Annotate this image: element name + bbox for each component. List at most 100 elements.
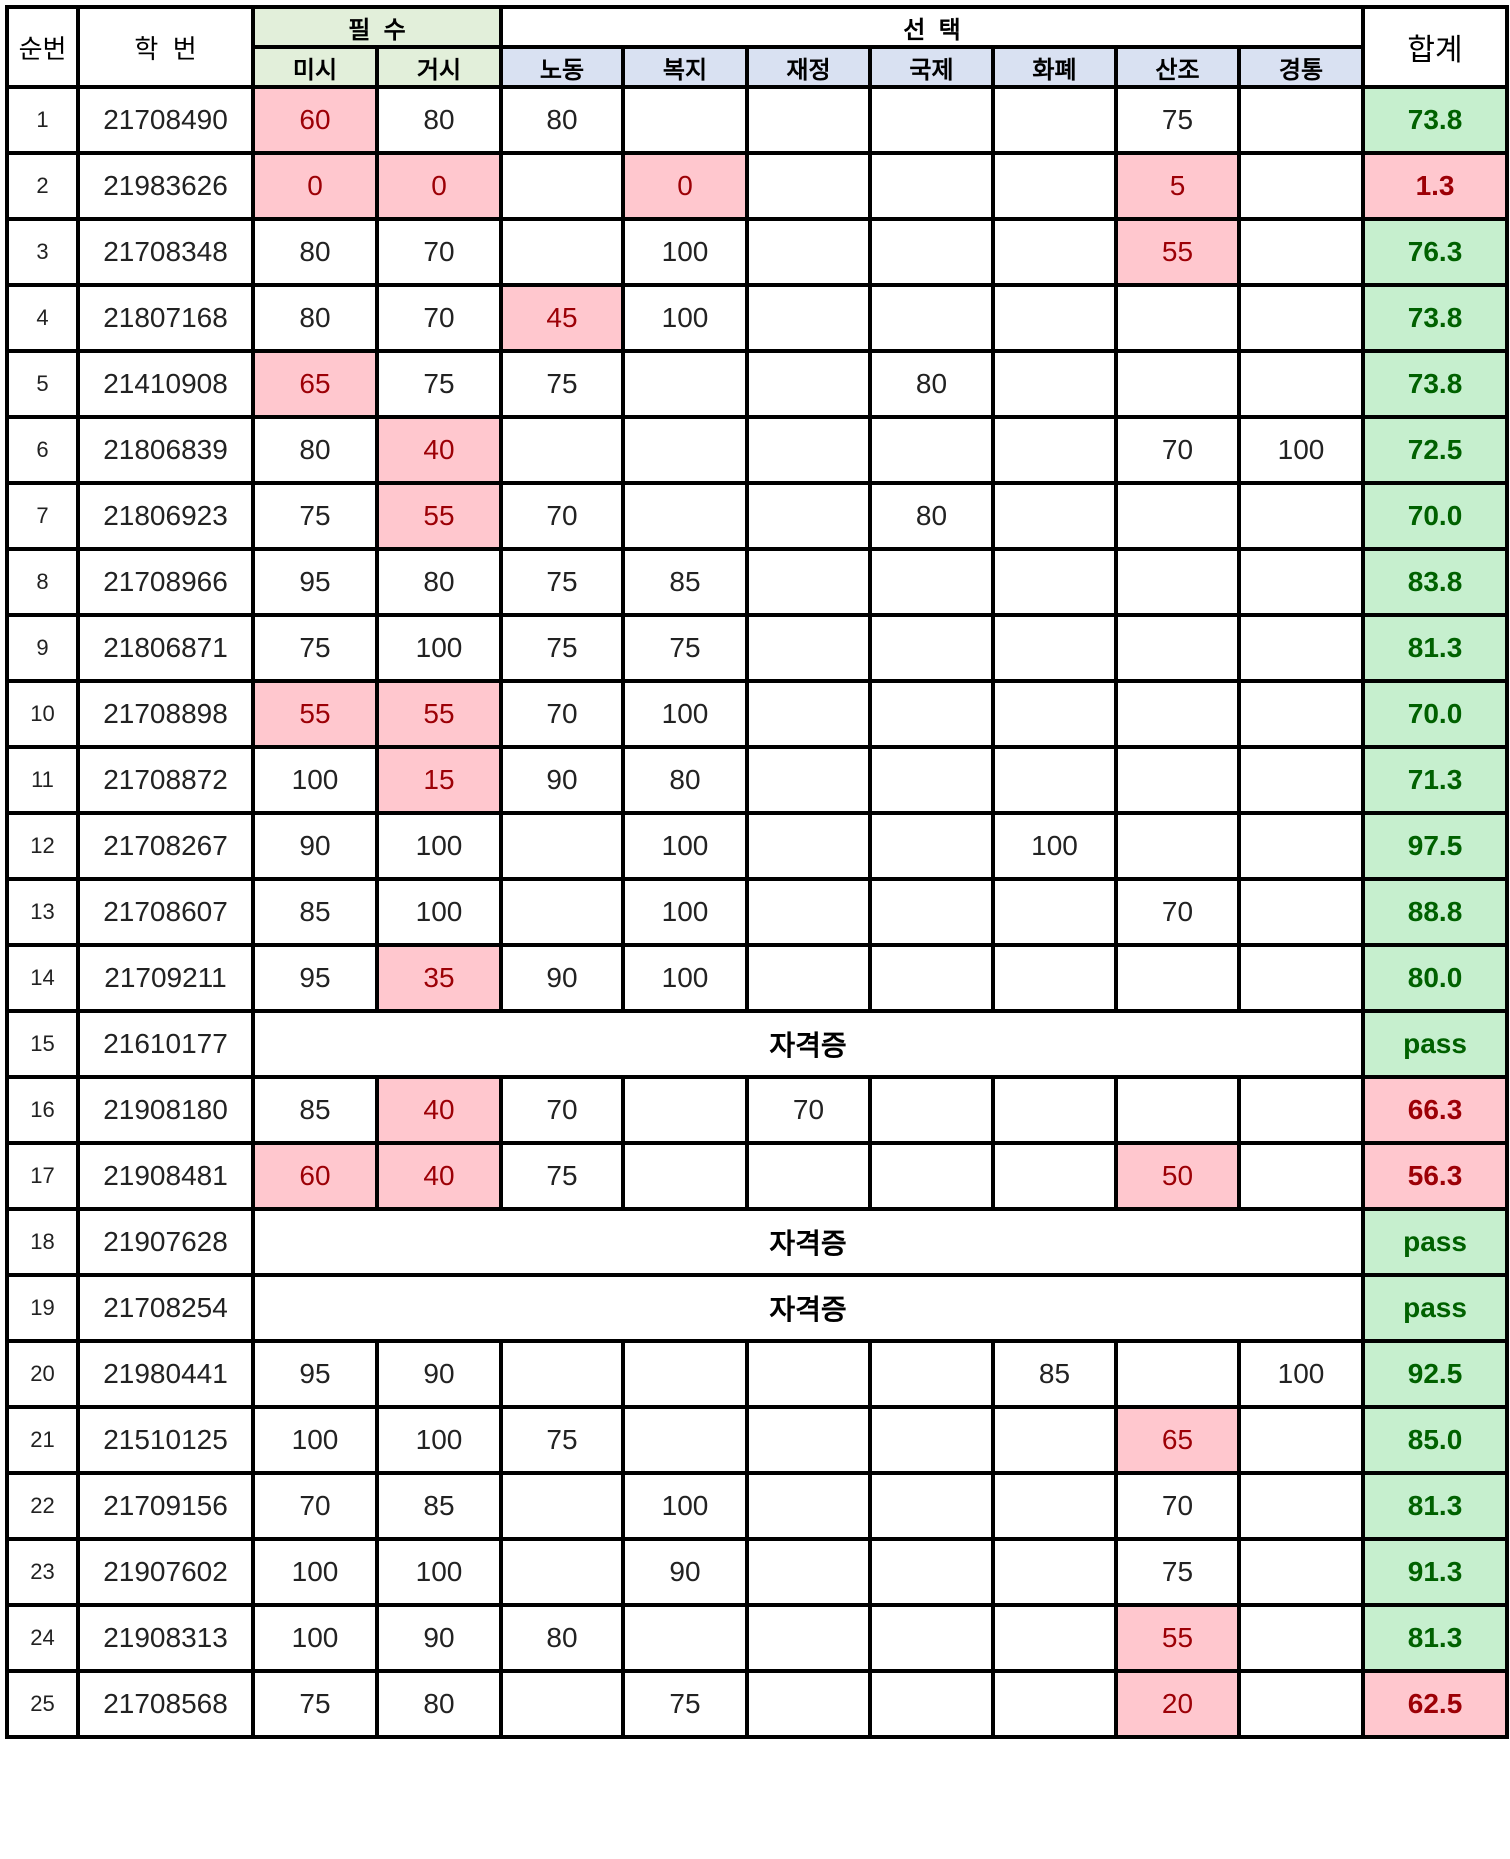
score-cell [1236, 1405, 1366, 1475]
score-cell: 85 [621, 547, 749, 617]
score-cell [868, 877, 995, 947]
score-cell: 100 [375, 877, 503, 947]
table-row: 12 21708267 90 100 100 100 97.5 [5, 811, 1510, 881]
header-elective-subject: 산조 [1114, 45, 1241, 89]
score-cell: 75 [375, 349, 503, 419]
score-cell [745, 1669, 872, 1739]
student-id: 21708490 [76, 85, 255, 155]
score-cell: 75 [499, 613, 625, 683]
score-cell [745, 1339, 872, 1409]
row-number: 22 [5, 1471, 80, 1541]
score-cell [1236, 877, 1366, 947]
score-cell [499, 1537, 625, 1607]
score-cell: 70 [499, 679, 625, 749]
table-row: 14 21709211 95 35 90 100 80.0 [5, 943, 1510, 1013]
table-body: 1 21708490 60 80 80 75 73.8 2 21983626 0 0 0 5 1.3 3 21… [5, 85, 1510, 1739]
score-cell [991, 481, 1118, 551]
score-cell: 20 [1114, 1669, 1241, 1739]
score-cell [868, 1339, 995, 1409]
score-cell: 55 [251, 679, 379, 749]
total-score: 76.3 [1361, 217, 1510, 287]
score-cell: 90 [375, 1339, 503, 1409]
score-cell: 80 [499, 85, 625, 155]
score-cell [1114, 679, 1241, 749]
score-cell: 100 [375, 811, 503, 881]
score-cell [621, 415, 749, 485]
row-number: 13 [5, 877, 80, 947]
total-score: 70.0 [1361, 679, 1510, 749]
score-cell [745, 1471, 872, 1541]
row-number: 16 [5, 1075, 80, 1145]
student-id: 21983626 [76, 151, 255, 221]
score-cell: 100 [1236, 415, 1366, 485]
score-cell: 80 [499, 1603, 625, 1673]
table-row: 10 21708898 55 55 70 100 70.0 [5, 679, 1510, 749]
score-cell [621, 85, 749, 155]
score-cell [868, 613, 995, 683]
table-row: 3 21708348 80 70 100 55 76.3 [5, 217, 1510, 287]
score-cell: 40 [375, 415, 503, 485]
score-cell [621, 1075, 749, 1145]
score-cell [1114, 349, 1241, 419]
score-cell [1114, 1075, 1241, 1145]
score-cell [499, 151, 625, 221]
table-row: 20 21980441 95 90 85 100 92.5 [5, 1339, 1510, 1409]
score-cell [1114, 613, 1241, 683]
score-cell [1236, 613, 1366, 683]
score-cell [1114, 943, 1241, 1013]
score-cell [1114, 547, 1241, 617]
certificate-note: 자격증 [250, 1009, 1366, 1079]
student-id: 21709156 [76, 1471, 255, 1541]
score-cell: 90 [621, 1537, 749, 1607]
total-score: 81.3 [1361, 1603, 1510, 1673]
score-cell [991, 85, 1118, 155]
score-cell [1236, 481, 1366, 551]
header-required-subject: 거시 [375, 45, 503, 89]
score-cell: 100 [251, 1405, 379, 1475]
score-cell: 90 [251, 811, 379, 881]
table-row: 7 21806923 75 55 70 80 70.0 [5, 481, 1510, 551]
header-elective-subject: 화폐 [991, 45, 1118, 89]
total-score: 73.8 [1361, 85, 1510, 155]
row-number: 23 [5, 1537, 80, 1607]
score-cell: 100 [991, 811, 1118, 881]
header-student-id: 학 번 [76, 5, 255, 89]
score-cell [745, 1603, 872, 1673]
score-cell: 80 [868, 481, 995, 551]
table-row: 15 21610177 자격증 pass [5, 1009, 1510, 1079]
student-id: 21708568 [76, 1669, 255, 1739]
score-cell: 50 [1114, 1141, 1241, 1211]
score-cell [745, 679, 872, 749]
score-cell [1236, 85, 1366, 155]
score-cell: 80 [251, 415, 379, 485]
score-cell [745, 349, 872, 419]
student-id: 21908180 [76, 1075, 255, 1145]
header-elective-subject: 노동 [499, 45, 625, 89]
table-row: 23 21907602 100 100 90 75 91.3 [5, 1537, 1510, 1607]
score-cell [1236, 745, 1366, 815]
certificate-note: 자격증 [250, 1207, 1366, 1277]
student-id: 21907628 [76, 1207, 255, 1277]
score-cell [991, 415, 1118, 485]
score-cell [991, 1405, 1118, 1475]
score-cell: 5 [1114, 151, 1241, 221]
score-cell [1114, 481, 1241, 551]
score-cell [499, 811, 625, 881]
table-row: 21 21510125 100 100 75 65 85.0 [5, 1405, 1510, 1475]
row-number: 8 [5, 547, 80, 617]
score-cell [1236, 217, 1366, 287]
score-cell [1114, 1339, 1241, 1409]
score-cell: 55 [1114, 217, 1241, 287]
total-score: 85.0 [1361, 1405, 1510, 1475]
score-cell [868, 415, 995, 485]
student-id: 21510125 [76, 1405, 255, 1475]
score-cell: 100 [375, 613, 503, 683]
score-cell [991, 1603, 1118, 1673]
score-cell [868, 943, 995, 1013]
header-required-subject: 미시 [251, 45, 379, 89]
score-cell [745, 1537, 872, 1607]
row-number: 11 [5, 745, 80, 815]
score-cell [868, 1669, 995, 1739]
score-cell: 80 [375, 1669, 503, 1739]
total-score: 80.0 [1361, 943, 1510, 1013]
